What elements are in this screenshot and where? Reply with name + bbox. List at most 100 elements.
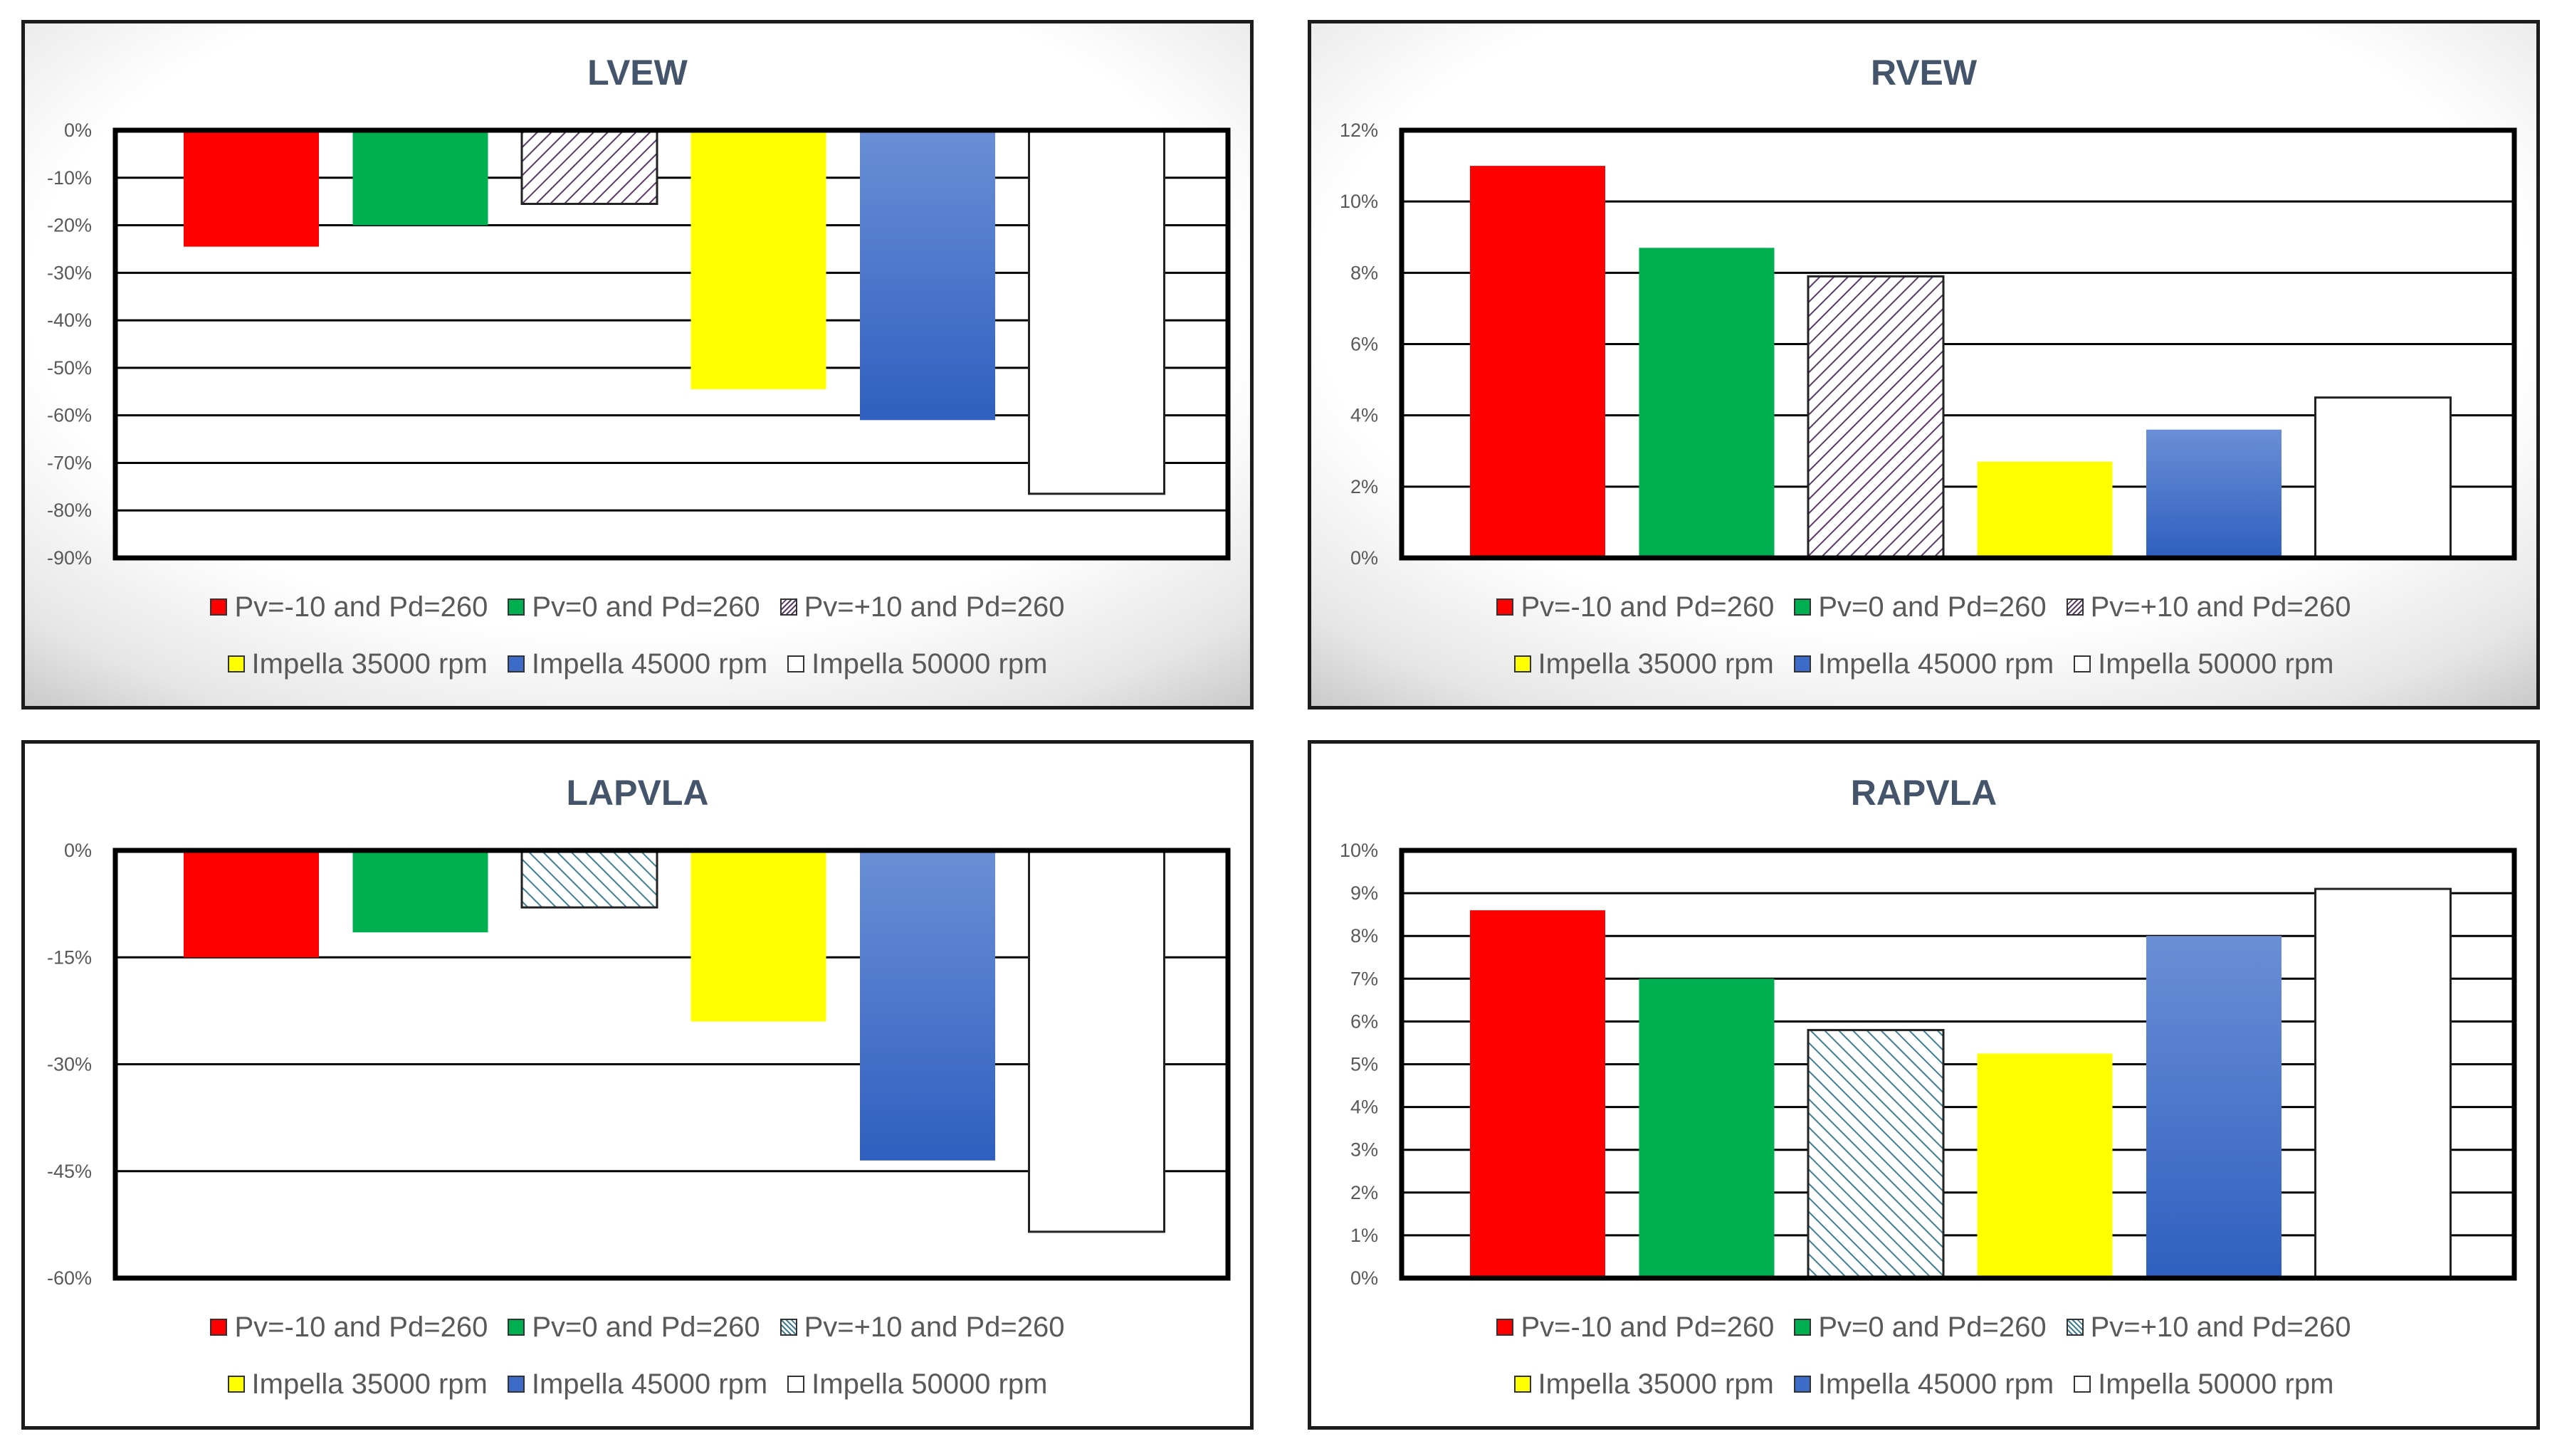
legend-item: Impella 50000 rpm <box>2074 648 2333 680</box>
bar-5 <box>2146 936 2282 1278</box>
legend-swatch-white <box>787 1376 805 1393</box>
bar-2 <box>1639 248 1775 558</box>
legend-item: Pv=-10 and Pd=260 <box>1496 1312 1774 1344</box>
legend-swatch-hatched <box>2066 1319 2084 1336</box>
legend-item: Impella 45000 rpm <box>1793 648 2054 680</box>
legend-label: Pv=-10 and Pd=260 <box>234 591 488 623</box>
legend-label: Impella 45000 rpm <box>531 1368 768 1400</box>
legend-label: Impella 45000 rpm <box>1817 648 2054 680</box>
bar-3 <box>520 129 658 206</box>
legend-item: Impella 35000 rpm <box>227 1368 488 1400</box>
bar-1 <box>1470 166 1605 559</box>
y-tick-label: 2% <box>1350 1182 1378 1203</box>
legend-item: Impella 35000 rpm <box>1513 648 1774 680</box>
legend-label: Pv=0 and Pd=260 <box>1818 591 2047 623</box>
y-tick-label: 0% <box>64 120 92 141</box>
legend-label: Impella 35000 rpm <box>1538 648 1774 680</box>
y-tick-label: 12% <box>1340 120 1378 141</box>
plot-frame <box>112 127 1231 561</box>
y-tick-label: 0% <box>1350 547 1378 569</box>
y-tick-label: 7% <box>1350 968 1378 989</box>
legend-swatch-red <box>1496 598 1514 616</box>
chart-panel-rapvla: RAPVLA 0% 1% 2% 3% 4% 5% 6% 7% 8% 9% 10% Pv=-10 an… <box>1308 740 2540 1430</box>
bar-3 <box>520 849 658 909</box>
y-tick-label: 8% <box>1350 925 1378 946</box>
legend-item: Impella 50000 rpm <box>787 1368 1047 1400</box>
legend-item: Pv=0 and Pd=260 <box>1794 1312 2047 1344</box>
y-tick-label: -90% <box>47 547 92 569</box>
y-tick-label: 10% <box>1340 840 1378 861</box>
bar-chart-rapvla: 0% 1% 2% 3% 4% 5% 6% 7% 8% 9% 10% <box>1340 840 2517 1289</box>
legend-swatch-green <box>508 1319 525 1336</box>
legend-swatch-white <box>2074 1376 2091 1393</box>
legend-swatch-hatched <box>779 598 797 616</box>
legend-label: Impella 50000 rpm <box>812 1368 1048 1400</box>
y-tick-label: 0% <box>64 840 92 861</box>
legend-swatch-blue <box>507 655 525 672</box>
y-tick-label: 0% <box>1350 1267 1378 1289</box>
legend-swatch-yellow <box>1513 655 1531 672</box>
y-tick-label: -60% <box>47 405 92 426</box>
legend-swatch-hatched <box>2066 598 2084 616</box>
legend-item: Pv=+10 and Pd=260 <box>779 1311 1065 1344</box>
legend-swatch-green <box>508 598 525 616</box>
legend-item: Pv=0 and Pd=260 <box>508 591 760 623</box>
legend-swatch-red <box>1496 1319 1514 1336</box>
legend-item: Pv=-10 and Pd=260 <box>210 591 488 623</box>
legend-item: Pv=+10 and Pd=260 <box>779 591 1065 623</box>
plot-frame <box>1399 848 2517 1281</box>
chart-title: RAPVLA <box>1850 773 1997 813</box>
y-tick-label: 9% <box>1350 882 1378 904</box>
bar-6 <box>1028 849 1165 1233</box>
bar-5 <box>2146 429 2282 558</box>
legend-label: Impella 50000 rpm <box>2098 1368 2334 1400</box>
bar-4 <box>1977 1053 2113 1278</box>
legend-label: Impella 50000 rpm <box>812 648 1048 680</box>
legend-label: Impella 35000 rpm <box>251 1368 488 1400</box>
bar-4 <box>691 130 826 389</box>
legend-label: Pv=+10 and Pd=260 <box>804 1311 1065 1343</box>
legend-swatch-yellow <box>1513 1376 1531 1393</box>
plot-frame <box>112 848 1231 1281</box>
y-tick-label: 1% <box>1350 1225 1378 1246</box>
y-tick-label: -45% <box>47 1161 92 1182</box>
chart-panel-lapvla: LAPVLA 0% -15% -30% -45% -60% Pv=-10 and Pd=… <box>21 740 1254 1430</box>
legend-label: Pv=+10 and Pd=260 <box>2090 591 2351 623</box>
y-tick-label: 3% <box>1350 1139 1378 1161</box>
legend-item: Impella 35000 rpm <box>1513 1368 1774 1400</box>
bar-1 <box>184 850 319 958</box>
y-tick-label: 6% <box>1350 1011 1378 1032</box>
bar-1 <box>184 130 319 247</box>
legend-label: Impella 45000 rpm <box>1817 1368 2054 1400</box>
legend-label: Pv=-10 and Pd=260 <box>234 1311 488 1343</box>
legend-item: Pv=-10 and Pd=260 <box>210 1312 488 1344</box>
legend-item: Pv=+10 and Pd=260 <box>2066 591 2351 623</box>
legend-label: Pv=-10 and Pd=260 <box>1521 591 1775 623</box>
bar-6 <box>2314 396 2452 559</box>
y-tick-label: 4% <box>1350 1097 1378 1118</box>
legend-label: Impella 45000 rpm <box>531 648 768 680</box>
y-tick-label: 5% <box>1350 1054 1378 1075</box>
legend-item: Impella 50000 rpm <box>787 648 1047 680</box>
legend-swatch-red <box>210 1319 228 1336</box>
bar-4 <box>691 850 826 1022</box>
y-tick-label: 8% <box>1350 262 1378 283</box>
legend-item: Impella 50000 rpm <box>2074 1368 2333 1400</box>
y-tick-label: -40% <box>47 310 92 331</box>
y-tick-label: -80% <box>47 500 92 521</box>
plot-frame <box>1399 127 2517 561</box>
legend-item: Pv=+10 and Pd=260 <box>2066 1312 2351 1344</box>
y-tick-label: -15% <box>47 946 92 968</box>
chart-title: LAPVLA <box>566 773 709 813</box>
y-tick-label: 4% <box>1350 405 1378 426</box>
y-tick-label: -60% <box>47 1267 92 1289</box>
bar-1 <box>1470 910 1605 1278</box>
legend-swatch-white <box>2074 655 2091 672</box>
bar-2 <box>352 850 488 933</box>
legend-item: Pv=0 and Pd=260 <box>1794 591 2047 623</box>
legend-item: Pv=-10 and Pd=260 <box>1496 591 1774 623</box>
legend-swatch-yellow <box>227 655 245 672</box>
bar-3 <box>1807 275 1945 559</box>
legend-swatch-green <box>1794 1319 1812 1336</box>
legend-label: Pv=0 and Pd=260 <box>532 1311 760 1343</box>
